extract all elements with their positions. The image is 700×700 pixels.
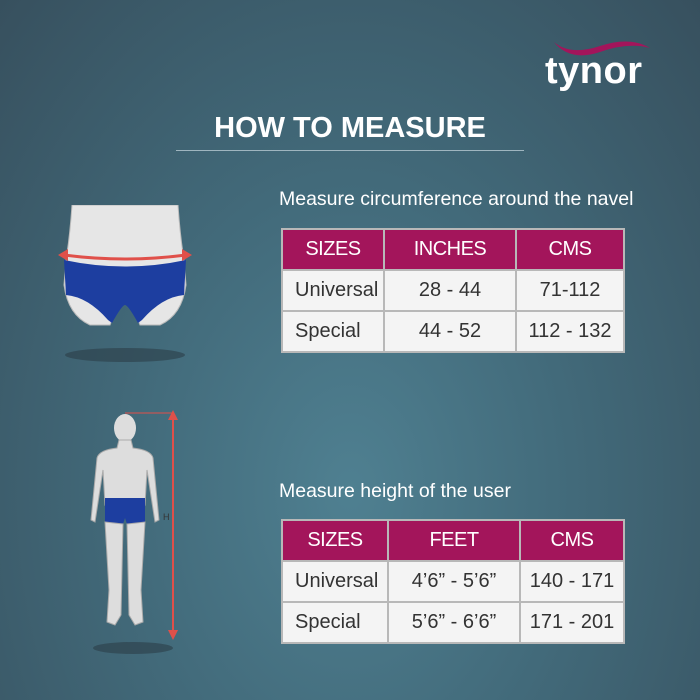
table-row: Special 44 - 52 112 - 132 xyxy=(281,310,625,353)
cell-cms: 112 - 132 xyxy=(515,310,625,353)
height-illustration: H xyxy=(90,410,178,654)
title-divider xyxy=(176,150,524,151)
cell-inches: 28 - 44 xyxy=(383,269,517,312)
header-cms: CMS xyxy=(515,228,625,271)
table-row: Universal 28 - 44 71-112 xyxy=(281,269,625,312)
header-inches: INCHES xyxy=(383,228,517,271)
waist-illustration xyxy=(58,205,192,362)
cell-cms: 140 - 171 xyxy=(519,560,625,603)
cell-cms: 171 - 201 xyxy=(519,601,625,644)
cell-feet: 5’6” - 6’6” xyxy=(387,601,521,644)
table-header-row: SIZES INCHES CMS xyxy=(281,228,625,271)
height-caption: Measure height of the user xyxy=(279,480,511,502)
height-size-table: SIZES FEET CMS Universal 4’6” - 5’6” 140… xyxy=(281,519,625,644)
cell-inches: 44 - 52 xyxy=(383,310,517,353)
cell-feet: 4’6” - 5’6” xyxy=(387,560,521,603)
cell-size: Universal xyxy=(281,560,389,603)
table-row: Special 5’6” - 6’6” 171 - 201 xyxy=(281,601,625,644)
waist-size-table: SIZES INCHES CMS Universal 28 - 44 71-11… xyxy=(281,228,625,353)
header-sizes: SIZES xyxy=(281,519,389,562)
cell-cms: 71-112 xyxy=(515,269,625,312)
tynor-logo-swoosh xyxy=(554,41,650,56)
waist-caption: Measure circumference around the navel xyxy=(279,188,634,210)
cell-size: Special xyxy=(281,601,389,644)
header-cms: CMS xyxy=(519,519,625,562)
page-title: HOW TO MEASURE xyxy=(214,112,486,144)
tynor-logo: tynor xyxy=(545,50,643,92)
cell-size: Special xyxy=(281,310,385,353)
cell-size: Universal xyxy=(281,269,385,312)
table-row: Universal 4’6” - 5’6” 140 - 171 xyxy=(281,560,625,603)
header-sizes: SIZES xyxy=(281,228,385,271)
header-feet: FEET xyxy=(387,519,521,562)
table-header-row: SIZES FEET CMS xyxy=(281,519,625,562)
height-marker: H xyxy=(163,512,170,522)
